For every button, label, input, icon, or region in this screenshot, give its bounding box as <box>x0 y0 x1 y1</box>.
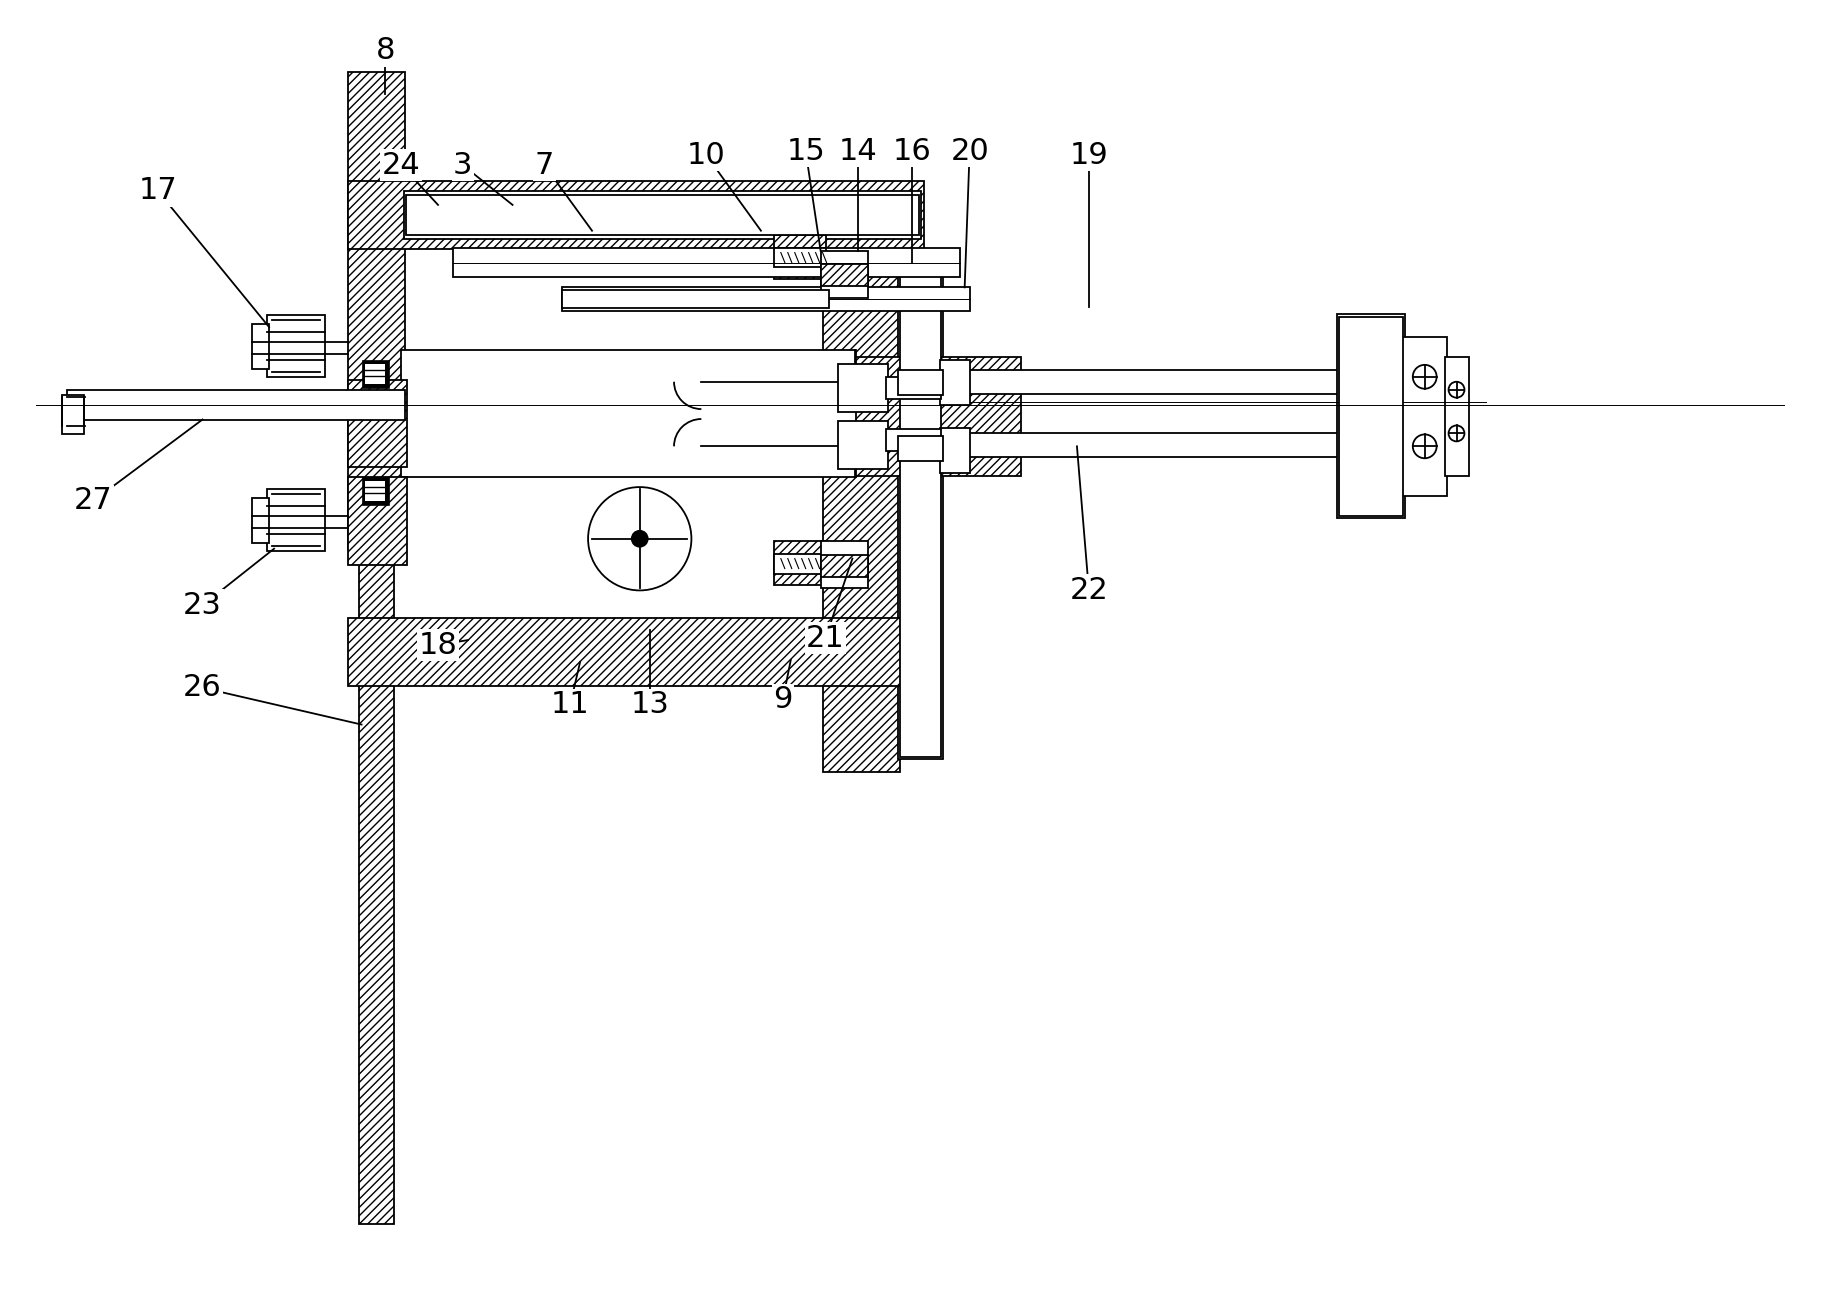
Bar <box>452 248 959 278</box>
Bar <box>361 477 390 504</box>
Bar <box>67 389 405 419</box>
Bar <box>348 380 407 468</box>
Bar <box>886 377 941 398</box>
Bar <box>941 360 970 405</box>
Text: 17: 17 <box>139 177 177 206</box>
Bar <box>775 554 826 574</box>
Bar <box>348 477 407 565</box>
Bar <box>839 422 888 469</box>
Bar <box>1338 314 1406 517</box>
Text: 11: 11 <box>551 690 589 719</box>
Bar <box>820 250 868 299</box>
Bar <box>268 316 324 377</box>
Text: 14: 14 <box>839 136 877 166</box>
Text: 16: 16 <box>893 136 932 166</box>
Bar <box>775 541 826 586</box>
Bar <box>348 72 405 549</box>
Bar <box>252 324 270 369</box>
Bar <box>401 350 857 477</box>
Bar <box>899 436 942 461</box>
Bar <box>407 195 919 234</box>
Bar <box>822 250 901 773</box>
Bar <box>886 430 941 452</box>
Bar <box>820 541 868 588</box>
Text: 15: 15 <box>786 136 826 166</box>
Bar <box>901 267 941 757</box>
Bar <box>820 265 868 287</box>
Text: 3: 3 <box>454 151 472 179</box>
Bar <box>839 364 888 411</box>
Bar <box>941 434 1367 457</box>
Bar <box>822 356 1021 476</box>
Bar <box>365 481 385 500</box>
Text: 18: 18 <box>419 630 458 659</box>
Bar <box>561 291 828 308</box>
Text: 26: 26 <box>182 673 222 702</box>
Bar <box>775 234 826 279</box>
Bar <box>1444 356 1469 476</box>
Bar <box>405 191 921 238</box>
Bar <box>941 428 970 473</box>
Bar <box>268 489 324 550</box>
Circle shape <box>633 531 647 546</box>
Bar <box>775 248 826 267</box>
Text: 20: 20 <box>950 136 990 166</box>
Bar <box>348 618 924 686</box>
Text: 27: 27 <box>75 486 113 516</box>
Bar <box>561 287 970 312</box>
Bar <box>361 360 390 388</box>
Text: 8: 8 <box>376 37 396 66</box>
Bar <box>899 265 942 760</box>
Bar <box>1340 317 1404 516</box>
Text: 24: 24 <box>381 151 421 179</box>
Bar <box>899 369 942 394</box>
Text: 22: 22 <box>1070 576 1108 605</box>
Text: 19: 19 <box>1070 140 1108 170</box>
Text: 23: 23 <box>182 591 222 620</box>
Bar <box>820 554 868 576</box>
Bar <box>62 394 84 435</box>
Text: 13: 13 <box>631 690 669 719</box>
Bar <box>359 549 394 1225</box>
Bar <box>365 364 385 384</box>
Bar <box>348 181 924 249</box>
Bar <box>1402 337 1447 496</box>
Bar <box>941 369 1367 394</box>
Bar <box>252 498 270 542</box>
Text: 21: 21 <box>806 624 844 652</box>
Text: 7: 7 <box>534 151 554 179</box>
Text: 9: 9 <box>773 685 793 714</box>
Text: 10: 10 <box>687 140 726 170</box>
